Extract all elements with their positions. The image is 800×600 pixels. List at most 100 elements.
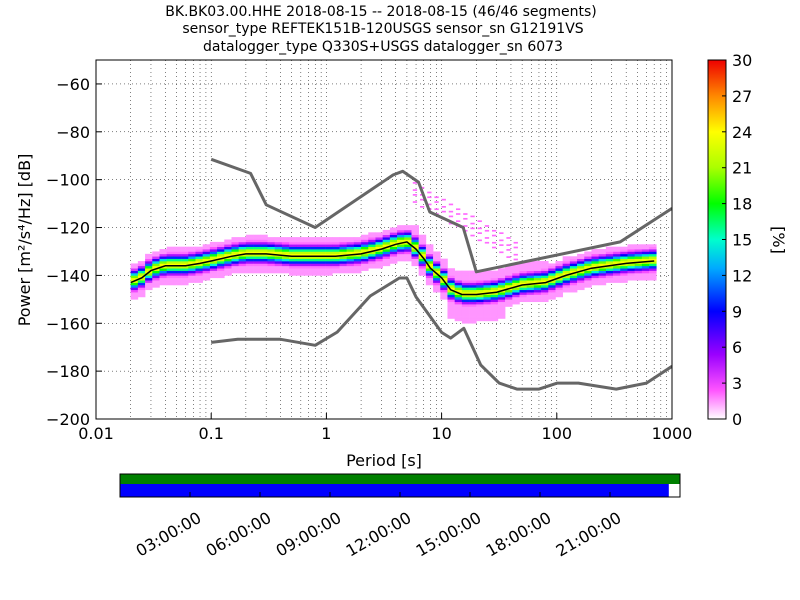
- heatmap-cell: [634, 268, 643, 271]
- time-tick-label: 18:00:00: [483, 508, 555, 560]
- heatmap-cell: [425, 263, 434, 267]
- heatmap-cell: [484, 229, 490, 232]
- heatmap-cell: [145, 268, 153, 271]
- heatmap-cell: [339, 246, 347, 250]
- heatmap-cell: [469, 292, 477, 295]
- heatmap-cell: [137, 287, 146, 291]
- heatmap-cell: [217, 246, 225, 250]
- heatmap-cell: [605, 261, 614, 264]
- heatmap-cell: [483, 306, 491, 310]
- heatmap-cell: [620, 258, 628, 262]
- heatmap-cell: [641, 270, 650, 274]
- heatmap-cell: [505, 292, 513, 295]
- heatmap-cell: [267, 244, 275, 247]
- heatmap-cell: [555, 263, 563, 267]
- heatmap-cell: [181, 256, 189, 259]
- heatmap-cell: [166, 275, 175, 279]
- heatmap-cell: [267, 253, 275, 257]
- heatmap-cell: [641, 253, 650, 257]
- heatmap-cell: [476, 273, 484, 276]
- heatmap-cell: [497, 275, 506, 279]
- heatmap-cell: [310, 239, 319, 243]
- heatmap-cell: [548, 296, 556, 300]
- heatmap-cell: [598, 280, 607, 283]
- heatmap-cell: [497, 287, 506, 291]
- heatmap-cell: [181, 273, 189, 276]
- time-tick-label: 06:00:00: [203, 508, 275, 560]
- heatmap-cell: [382, 234, 391, 238]
- heatmap-cell: [303, 258, 311, 262]
- heatmap-cell: [310, 237, 319, 240]
- heatmap-cell: [584, 253, 592, 257]
- heatmap-cell: [584, 258, 592, 262]
- heatmap-cell: [505, 301, 513, 305]
- heatmap-cell: [217, 265, 225, 269]
- heatmap-cell: [641, 263, 650, 267]
- heatmap-cell: [605, 275, 614, 279]
- heatmap-cell: [361, 249, 369, 252]
- heatmap-cell: [317, 237, 326, 240]
- heatmap-cell: [598, 273, 607, 276]
- heatmap-cell: [461, 313, 470, 317]
- heatmap-cell: [325, 241, 333, 245]
- heatmap-cell: [130, 292, 139, 295]
- heatmap-cell: [620, 251, 628, 255]
- heatmap-cell: [195, 253, 203, 257]
- heatmap-cell: [245, 249, 254, 252]
- heatmap-cell: [353, 263, 362, 267]
- heatmap-cell: [519, 270, 527, 274]
- heatmap-cell: [195, 268, 203, 271]
- heatmap-cell: [519, 268, 527, 271]
- heatmap-cell: [325, 270, 333, 274]
- heatmap-cell: [310, 261, 319, 264]
- heatmap-cell: [569, 275, 578, 279]
- heatmap-cell: [346, 237, 355, 240]
- heatmap-cell: [562, 275, 571, 279]
- heatmap-cell: [440, 268, 448, 271]
- heatmap-cell: [188, 256, 196, 259]
- heatmap-cell: [353, 270, 362, 274]
- heatmap-cell: [598, 258, 607, 262]
- mode-curve-group: [130, 241, 655, 296]
- heatmap-cell: [325, 258, 333, 262]
- heatmap-cell: [382, 263, 391, 267]
- heatmap-cell: [130, 277, 139, 281]
- heatmap-cell: [245, 241, 254, 245]
- heatmap-cell: [130, 282, 139, 286]
- heatmap-cell: [447, 287, 455, 291]
- heatmap-cell: [137, 284, 146, 288]
- heatmap-cell: [497, 299, 506, 303]
- heatmap-cell: [533, 273, 542, 276]
- heatmap-cell: [613, 258, 621, 262]
- heatmap-cell: [456, 213, 461, 215]
- heatmap-cell: [591, 277, 599, 281]
- heatmap-cell: [195, 265, 203, 269]
- heatmap-cell: [454, 273, 463, 276]
- time-coverage: 03:00:0006:00:0009:00:0012:00:0015:00:00…: [119, 473, 681, 560]
- heatmap-cell: [195, 249, 203, 252]
- heatmap-cell: [339, 237, 347, 240]
- heatmap-cell: [260, 263, 268, 267]
- heatmap-cell: [484, 241, 490, 244]
- heatmap-cell: [519, 280, 527, 283]
- heatmap-cell: [382, 251, 391, 255]
- heatmap-cell: [310, 268, 319, 271]
- heatmap-cell: [447, 311, 455, 314]
- heatmap-cell: [526, 299, 535, 303]
- heatmap-cell: [166, 268, 175, 271]
- heatmap-cell: [483, 284, 491, 288]
- heatmap-cell: [454, 311, 463, 314]
- heatmap-cell: [598, 268, 607, 271]
- heatmap-cell: [195, 251, 203, 255]
- heatmap-cell: [441, 198, 446, 201]
- heatmap-cell: [447, 308, 455, 312]
- heatmap-cell: [519, 282, 527, 286]
- heatmap-cell: [353, 253, 362, 257]
- heatmap-cell: [627, 268, 635, 271]
- heatmap-cell: [238, 239, 247, 243]
- heatmap-cell: [454, 318, 463, 322]
- y-tick-label: −160: [46, 314, 90, 333]
- heatmap-cell: [469, 284, 477, 288]
- heatmap-cell: [569, 261, 578, 264]
- heatmap-cell: [584, 251, 592, 255]
